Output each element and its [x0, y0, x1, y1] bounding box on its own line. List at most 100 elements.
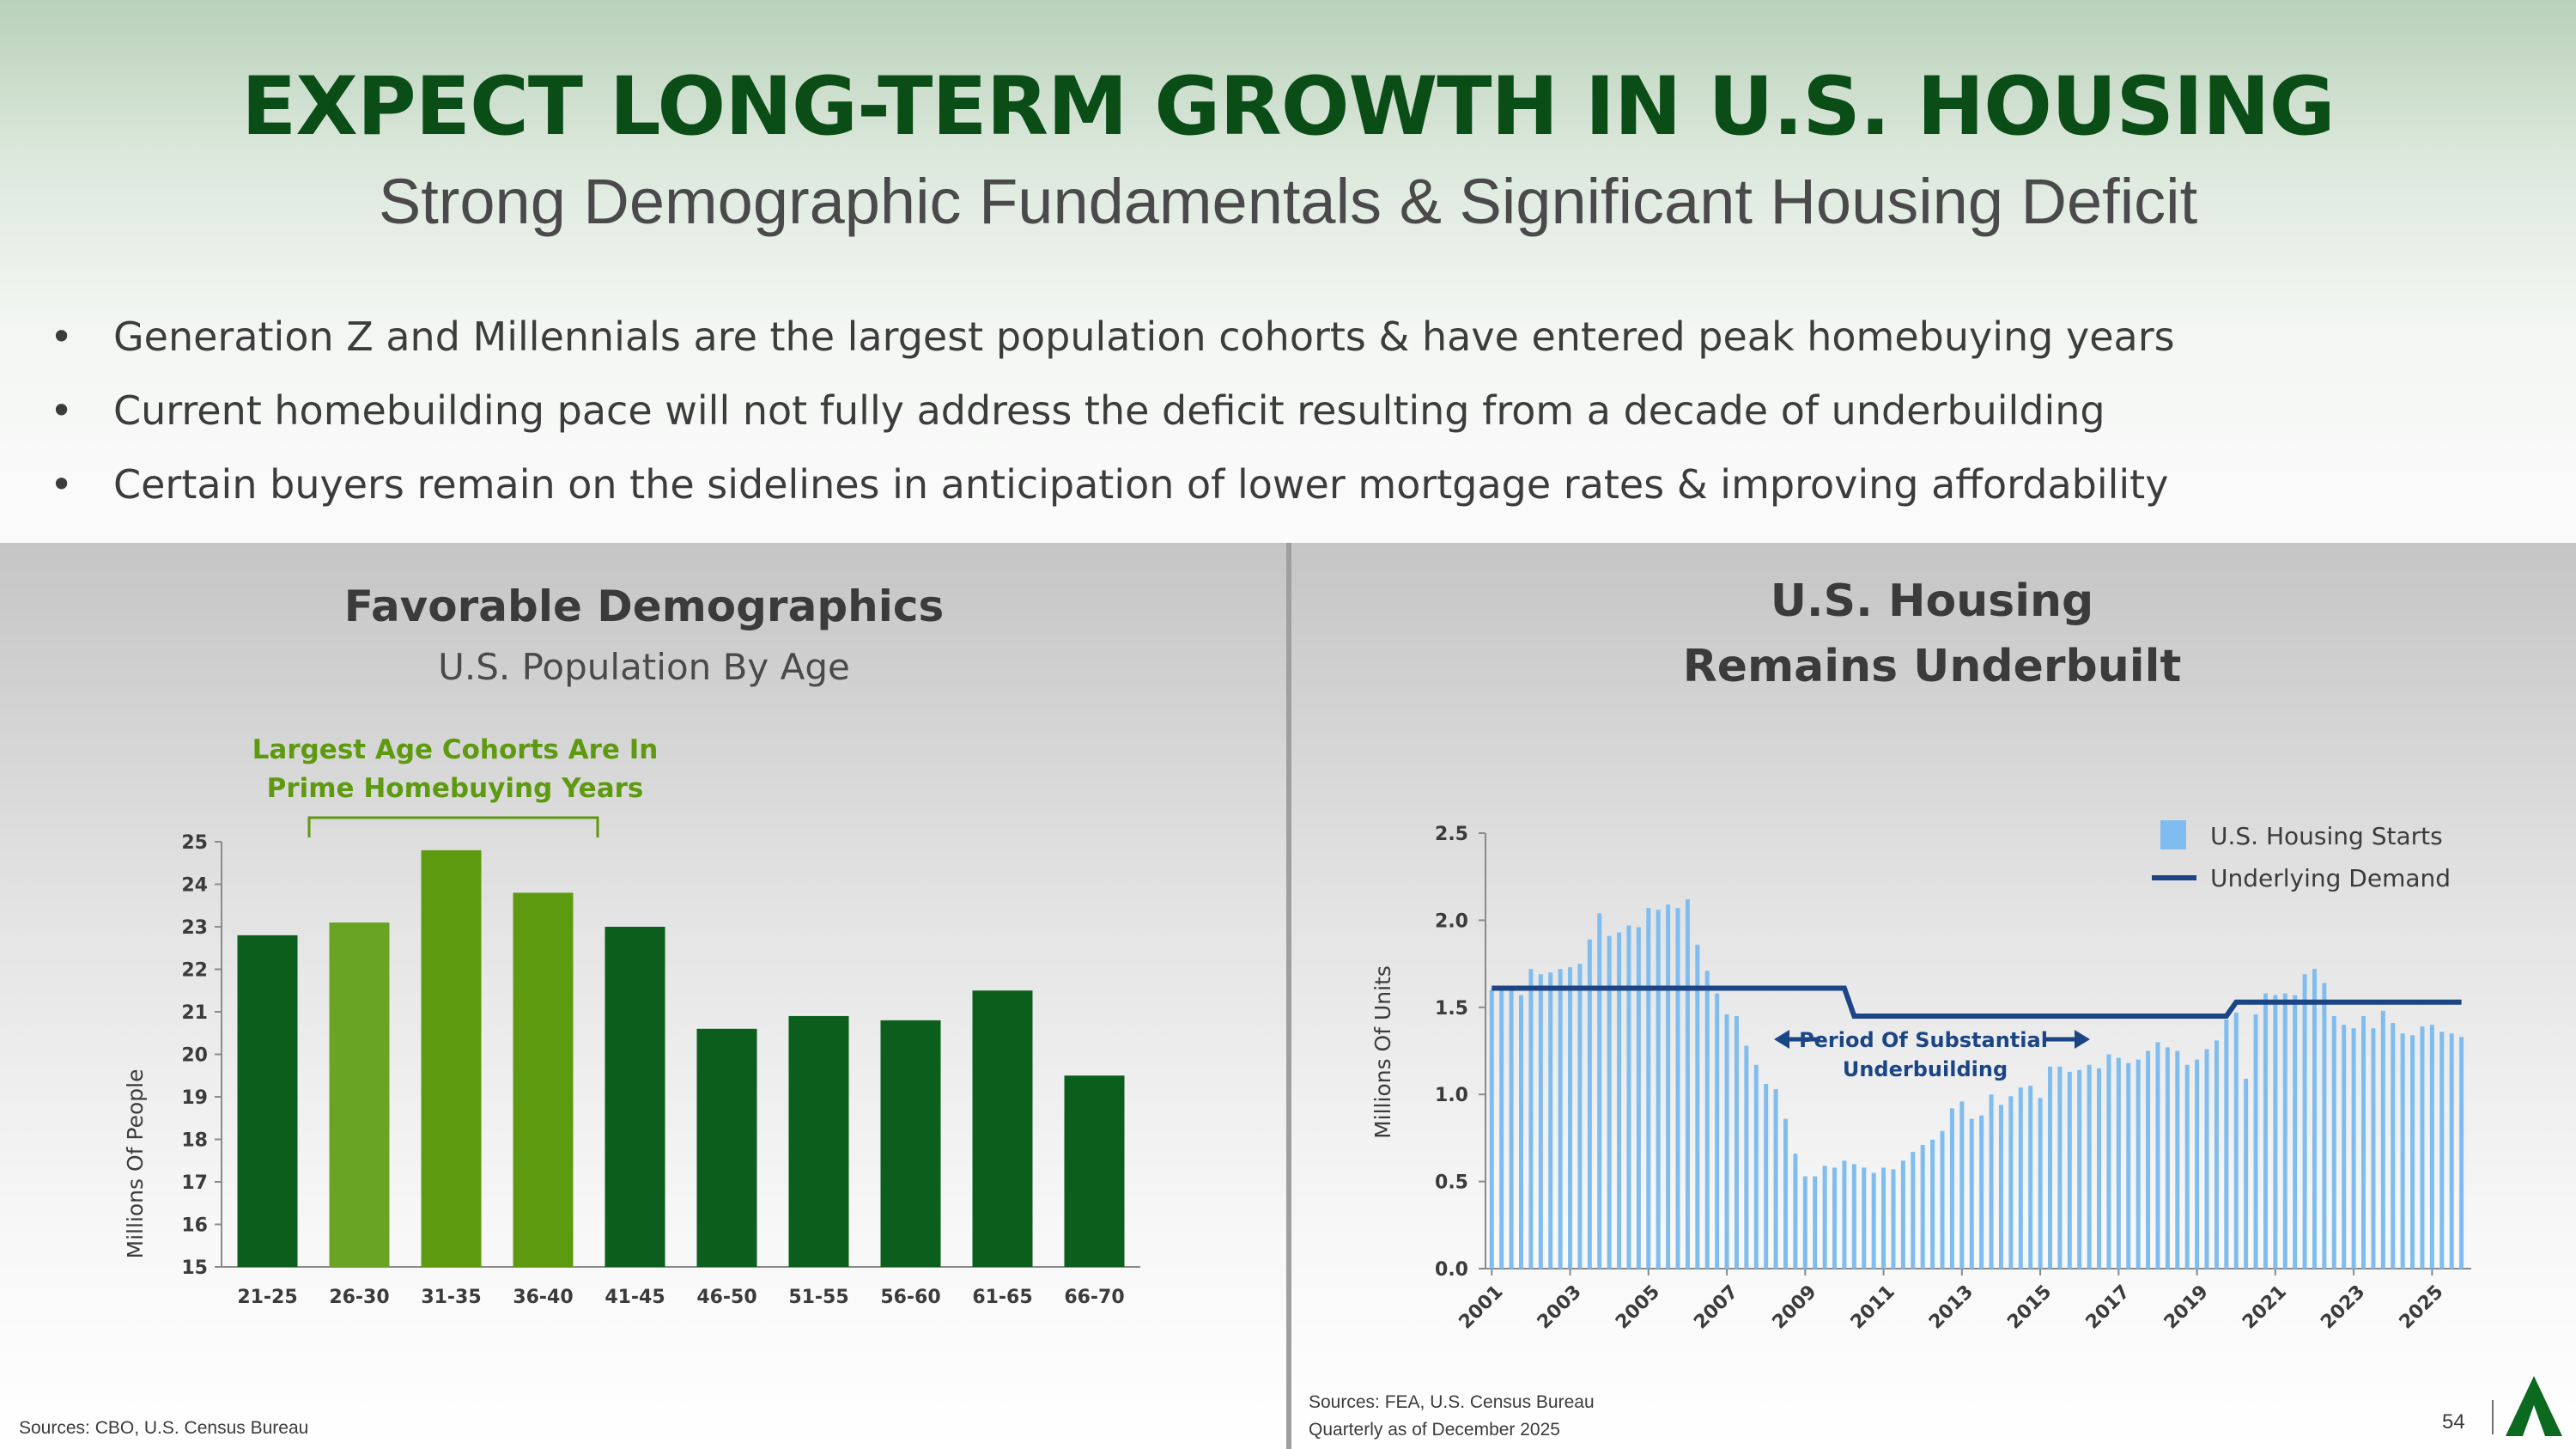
starts-bar [2028, 1086, 2033, 1269]
bullet-glyph: • [50, 314, 74, 360]
left-y-tick-label: 23 [181, 917, 208, 939]
left-x-tick-label: 51-55 [788, 1287, 848, 1308]
bullet-text: Current homebuilding pace will not fully… [113, 387, 2105, 434]
starts-bar [1528, 969, 1534, 1269]
left-y-tick-label: 24 [181, 875, 208, 897]
starts-bar [1685, 899, 1690, 1269]
right-x-tick-label: 2007 [1690, 1282, 1742, 1334]
starts-bar [2410, 1035, 2415, 1269]
starts-bar [2224, 1019, 2229, 1269]
right-x-tick-label: 2015 [2003, 1282, 2056, 1334]
left-source: Sources: CBO, U.S. Census Bureau [19, 1418, 309, 1438]
bar-36-40 [513, 892, 574, 1267]
starts-bar [1871, 1172, 1876, 1269]
starts-bar [1509, 989, 1514, 1269]
starts-bar [1773, 1089, 1778, 1269]
starts-bar [2057, 1066, 2063, 1269]
cohort-bracket [307, 816, 599, 837]
starts-bar [1617, 932, 1622, 1269]
starts-bar [2146, 1050, 2151, 1269]
demographics-chart: Largest Age Cohorts Are In Prime Homebuy… [123, 734, 1140, 1308]
left-x-tick-label: 36-40 [513, 1287, 573, 1308]
starts-bar [1753, 1064, 1759, 1269]
starts-bar [1969, 1118, 1974, 1269]
right-y-tick-label: 0.5 [1435, 1172, 1468, 1194]
left-x-tick-label: 21-25 [237, 1287, 297, 1308]
right-x-tick-label: 2013 [1925, 1282, 1978, 1334]
starts-bar [2391, 1023, 2396, 1269]
right-y-tick-label: 2.5 [1435, 824, 1468, 845]
footer-separator [2492, 1400, 2494, 1434]
right-x-tick-label: 2019 [2160, 1282, 2213, 1334]
starts-bar [2116, 1057, 2121, 1269]
right-y-tick-label: 1.5 [1435, 998, 1468, 1020]
left-x-tick-label: 56-60 [880, 1287, 940, 1308]
starts-bar [1949, 1108, 1954, 1269]
right-x-tick-label: 2009 [1769, 1282, 1821, 1334]
starts-bar [2263, 993, 2268, 1269]
starts-bar [1842, 1160, 1847, 1269]
bullet-glyph: • [50, 387, 74, 434]
starts-bar [2351, 1028, 2356, 1269]
right-y-tick-label: 1.0 [1435, 1085, 1468, 1106]
bar-61-65 [972, 990, 1033, 1267]
left-y-tick-label: 15 [181, 1257, 208, 1279]
starts-bar [2087, 1064, 2092, 1269]
starts-bar [1489, 989, 1494, 1269]
bar-41-45 [605, 927, 665, 1267]
legend-starts-label: U.S. Housing Starts [2210, 822, 2443, 850]
bullet-item: • Generation Z and Millennials are the la… [50, 306, 2175, 380]
starts-bar [1519, 995, 1524, 1269]
underbuilding-annotation-line1: Period Of Substantial [1799, 1028, 2048, 1052]
starts-bar [1793, 1154, 1798, 1269]
left-y-axis-label: Millions Of People [123, 1069, 148, 1259]
housing-chart: Millions Of Units U.S. Housing Starts Un… [1370, 820, 2471, 1334]
starts-bar [2361, 1015, 2366, 1269]
left-y-tick-label: 21 [181, 1002, 208, 1024]
starts-bar [2204, 1049, 2209, 1269]
left-chart-subtitle: U.S. Population By Age [438, 646, 850, 688]
right-x-tick-label: 2025 [2396, 1282, 2448, 1334]
starts-bar [1597, 913, 1602, 1269]
right-x-tick-label: 2005 [1612, 1282, 1664, 1334]
starts-bar [1979, 1115, 1984, 1269]
starts-bar [2067, 1071, 2072, 1269]
starts-bar [1764, 1084, 1769, 1269]
starts-bar [2136, 1059, 2141, 1269]
starts-bar [2038, 1098, 2043, 1269]
left-y-tick-label: 20 [181, 1045, 208, 1067]
page-subtitle: Strong Demographic Fundamentals & Signif… [378, 166, 2198, 237]
starts-bar [1558, 969, 1563, 1269]
starts-bar [2233, 1012, 2239, 1269]
starts-bar [2106, 1054, 2111, 1269]
starts-bar [1636, 927, 1641, 1269]
left-y-tick-label: 16 [181, 1215, 208, 1237]
right-source-line2: Quarterly as of December 2025 [1309, 1420, 1560, 1440]
right-x-tick-label: 2001 [1455, 1282, 1508, 1334]
starts-bar [1587, 939, 1592, 1269]
starts-bar [1930, 1139, 1935, 1269]
right-x-tick-label: 2021 [2239, 1282, 2291, 1334]
right-chart-title-line2: Remains Underbuilt [1682, 641, 2182, 692]
starts-bar [1646, 908, 1651, 1269]
left-x-tick-label: 66-70 [1064, 1287, 1124, 1308]
bar-66-70 [1064, 1075, 1125, 1267]
starts-bar [2244, 1078, 2249, 1269]
starts-bar [1832, 1167, 1838, 1269]
left-chart-title: Favorable Demographics [343, 581, 945, 631]
bar-56-60 [880, 1020, 941, 1267]
starts-bar [2253, 1014, 2258, 1269]
starts-bar [1704, 971, 1710, 1269]
left-x-tick-label: 41-45 [605, 1287, 665, 1308]
starts-bar [2195, 1059, 2200, 1269]
starts-bar [1675, 908, 1680, 1269]
starts-bar [2449, 1033, 2454, 1269]
starts-bar [2400, 1033, 2405, 1269]
company-logo [2506, 1376, 2562, 1436]
bar-46-50 [696, 1028, 757, 1267]
starts-bar [1656, 910, 1661, 1269]
starts-bar [1744, 1045, 1749, 1269]
starts-bar [1911, 1152, 1916, 1269]
arrow-left-icon [1774, 1030, 1789, 1049]
right-y-axis-label: Millions Of Units [1370, 965, 1395, 1139]
